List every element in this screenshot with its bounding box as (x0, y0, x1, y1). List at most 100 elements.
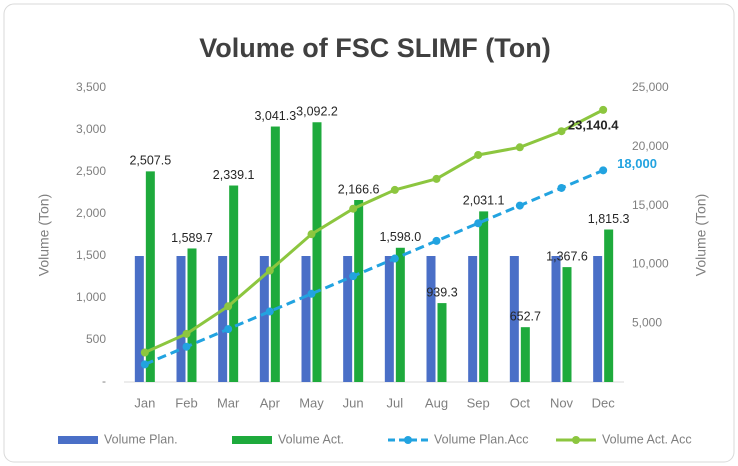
point (349, 272, 358, 281)
data-label: 23,140.4 (568, 117, 619, 132)
bar (520, 327, 530, 382)
point (515, 201, 524, 210)
point (307, 289, 316, 298)
bar (218, 256, 228, 382)
legend-marker (404, 436, 412, 444)
y2-tick-label: 20,000 (632, 139, 669, 153)
data-label: 1,589.7 (171, 231, 213, 245)
line (144, 108, 604, 354)
bar (593, 256, 603, 382)
y2-tick-label: 5,000 (632, 315, 662, 329)
bar (259, 256, 269, 382)
x-tick-label: Dec (592, 395, 616, 410)
legend-label: Volume Act. (278, 432, 344, 446)
point (140, 348, 149, 357)
data-label: 2,166.6 (338, 182, 380, 196)
x-tick-label: Apr (260, 395, 281, 410)
y2-axis-title: Volume (Ton) (693, 194, 709, 276)
point (140, 360, 149, 369)
point (265, 266, 274, 275)
y-tick-label: 1,000 (76, 290, 106, 304)
bar (384, 256, 394, 382)
legend-marker (572, 436, 580, 444)
point (349, 204, 358, 213)
chart-title: Volume of FSC SLIMF (Ton) (199, 33, 550, 63)
bar (343, 256, 353, 382)
x-tick-label: Mar (217, 395, 240, 410)
bar (509, 256, 519, 382)
point (432, 236, 441, 245)
bar (562, 267, 572, 382)
point (557, 127, 566, 136)
chart-frame (3, 3, 735, 463)
bar (312, 122, 322, 383)
legend-swatch (232, 436, 272, 444)
point (390, 254, 399, 263)
data-label: 1,815.3 (588, 212, 630, 226)
y-tick-label: 1,500 (76, 248, 106, 262)
point (224, 302, 233, 311)
bar (187, 248, 197, 382)
data-label: 3,041.3 (254, 109, 296, 123)
y-tick-label: 3,500 (76, 80, 106, 94)
x-tick-label: May (299, 395, 324, 410)
y-tick-label: 2,000 (76, 206, 106, 220)
y2-tick-label: 15,000 (632, 198, 669, 212)
data-label: 2,031.1 (463, 194, 505, 208)
x-tick-label: Feb (175, 395, 197, 410)
point (515, 143, 524, 152)
x-tick-label: Oct (510, 395, 531, 410)
x-tick-label: Jun (343, 395, 364, 410)
data-label: 1,598.0 (379, 230, 421, 244)
data-label: 18,000 (617, 156, 657, 171)
point (307, 230, 316, 239)
data-label: 3,092.2 (296, 105, 338, 119)
y-tick-label: 500 (86, 332, 106, 346)
data-label: 1,367.6 (546, 249, 588, 263)
point (557, 183, 566, 192)
y2-tick-label: 10,000 (632, 257, 669, 271)
point (599, 166, 608, 175)
bar (301, 256, 311, 382)
legend-swatch (58, 436, 98, 444)
bar (145, 171, 155, 382)
x-tick-label: Nov (550, 395, 574, 410)
point (432, 174, 441, 183)
bar (468, 256, 478, 382)
legend-label: Volume Act. Acc (602, 432, 692, 446)
y-tick-label: 3,000 (76, 122, 106, 136)
bar (270, 126, 280, 383)
x-tick-label: Sep (467, 395, 490, 410)
bar (176, 256, 186, 382)
legend-label: Volume Plan. (104, 432, 178, 446)
data-label: 652.7 (510, 309, 541, 323)
y2-tick-label: 25,000 (632, 80, 669, 94)
bar (134, 256, 144, 382)
bar (551, 256, 561, 382)
data-label: 939.3 (426, 285, 457, 299)
line (144, 168, 604, 366)
point (224, 325, 233, 334)
legend-label: Volume Plan.Acc (434, 432, 529, 446)
point (474, 219, 483, 228)
bar (229, 185, 239, 382)
point (265, 307, 274, 316)
bar (395, 247, 405, 382)
y-axis-title: Volume (Ton) (36, 194, 52, 276)
point (474, 150, 483, 159)
x-tick-label: Jan (134, 395, 155, 410)
y-tick-label: 2,500 (76, 164, 106, 178)
point (599, 105, 608, 114)
point (182, 342, 191, 351)
point (390, 185, 399, 194)
data-label: 2,339.1 (213, 168, 255, 182)
data-label: 2,507.5 (129, 154, 171, 168)
x-tick-label: Jul (387, 395, 404, 410)
x-tick-label: Aug (425, 395, 448, 410)
point (182, 329, 191, 338)
bar (354, 200, 364, 382)
bar (437, 303, 447, 382)
bar (426, 256, 436, 382)
bar (479, 211, 489, 382)
